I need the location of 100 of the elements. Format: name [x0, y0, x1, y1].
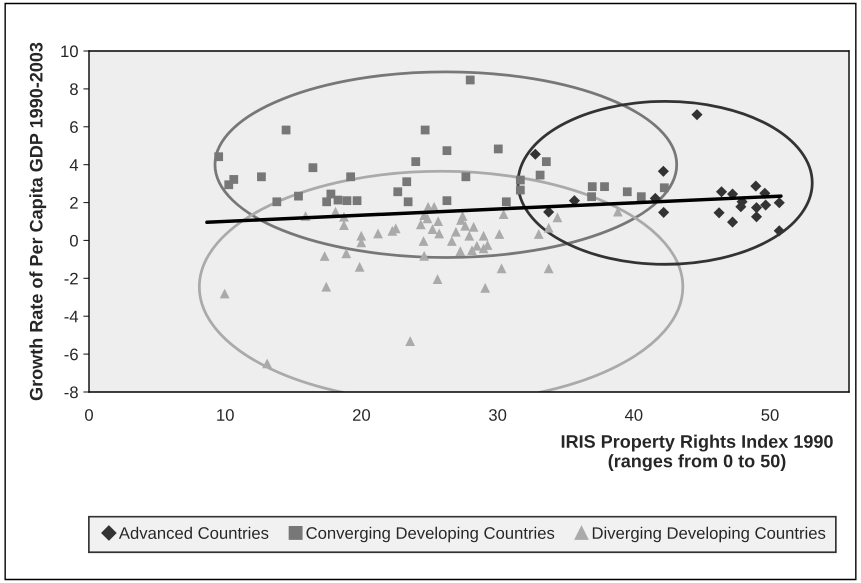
point — [272, 197, 282, 206]
point — [432, 274, 442, 284]
point — [496, 263, 506, 274]
point — [294, 192, 303, 201]
point — [411, 157, 420, 166]
point — [342, 196, 352, 206]
x-axis-title: IRIS Property Rights Index 1990 (ranges from 0 to 50) — [562, 434, 833, 472]
point — [494, 144, 503, 154]
x-tick-label: 10 — [217, 409, 234, 421]
y-tick-label: 6 — [70, 121, 78, 133]
point — [774, 197, 785, 208]
point — [404, 197, 413, 206]
point — [544, 263, 554, 274]
point — [334, 196, 342, 204]
point — [354, 262, 365, 272]
y-axis-title: Growth Rate of Per Capita GDP 1990-2003 — [29, 42, 46, 400]
point — [224, 180, 234, 190]
point — [346, 172, 356, 182]
y-tick-label: 0 — [70, 234, 78, 247]
point — [460, 220, 470, 231]
y-tick-label: -4 — [64, 310, 78, 322]
point — [220, 288, 230, 298]
point — [760, 199, 772, 211]
point — [622, 187, 632, 196]
point — [516, 186, 525, 194]
point — [478, 243, 488, 254]
point — [320, 251, 330, 261]
point — [352, 196, 362, 206]
x-tick-label: 50 — [761, 409, 779, 421]
point — [716, 186, 728, 198]
point — [442, 196, 452, 206]
point — [451, 226, 461, 237]
point — [214, 152, 224, 162]
point — [502, 197, 511, 206]
point — [341, 248, 352, 258]
point — [636, 192, 646, 202]
point — [600, 182, 609, 192]
legend-label: Diverging Developing Countries — [592, 526, 826, 542]
point — [536, 170, 544, 180]
y-tick-label: 4 — [70, 159, 78, 171]
y-tick-label: -8 — [64, 386, 78, 398]
point — [466, 76, 475, 84]
point — [774, 225, 785, 236]
point — [461, 172, 470, 182]
x-tick-label: 0 — [85, 409, 93, 421]
point — [750, 180, 762, 192]
point — [262, 358, 272, 368]
point — [420, 126, 430, 134]
point — [468, 222, 479, 232]
point — [494, 229, 504, 239]
point — [534, 229, 544, 239]
point — [750, 211, 762, 222]
point — [446, 236, 457, 246]
point — [442, 146, 452, 156]
point — [422, 213, 432, 224]
y-tick-label: -2 — [64, 272, 78, 284]
point — [419, 250, 430, 261]
point — [658, 206, 670, 218]
point — [455, 246, 466, 256]
point — [691, 109, 703, 120]
point — [339, 220, 349, 230]
point — [321, 282, 332, 292]
point — [714, 207, 725, 218]
point — [467, 245, 477, 256]
point — [660, 183, 669, 192]
point — [433, 216, 444, 226]
point — [257, 172, 266, 182]
point — [726, 216, 738, 228]
point — [516, 176, 525, 184]
point — [418, 236, 428, 246]
x-tick-label: 40 — [624, 409, 642, 421]
point — [544, 222, 554, 233]
point — [552, 212, 562, 222]
x-tick-label: 20 — [352, 409, 370, 421]
legend-label: Advanced Countries — [118, 526, 268, 539]
point — [428, 224, 438, 234]
point — [322, 197, 332, 206]
point — [308, 163, 318, 172]
point — [498, 209, 509, 220]
point — [658, 166, 669, 177]
point — [588, 182, 597, 192]
point — [402, 177, 412, 186]
point — [542, 157, 551, 166]
point — [530, 148, 541, 160]
y-tick-label: 10 — [61, 45, 78, 58]
point — [587, 192, 596, 202]
point — [434, 228, 444, 238]
y-tick-label: -6 — [64, 348, 78, 360]
y-tick-label: 2 — [70, 196, 78, 209]
x-tick-label: 30 — [488, 409, 506, 421]
y-tick-label: 8 — [70, 83, 78, 96]
point — [464, 230, 474, 241]
point — [405, 336, 416, 346]
point — [282, 126, 290, 134]
point — [393, 187, 402, 196]
point — [480, 282, 490, 293]
point — [750, 202, 762, 214]
point — [478, 230, 488, 241]
legend-label: Converging Developing Countries — [306, 526, 554, 542]
point — [416, 219, 426, 230]
